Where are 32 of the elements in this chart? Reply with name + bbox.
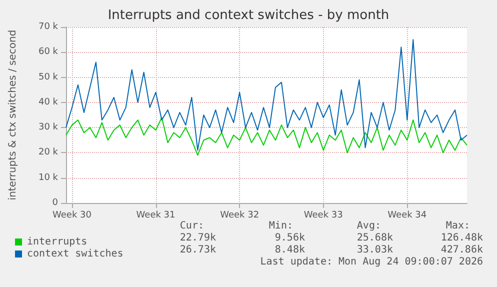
text: 9.56k: [274, 232, 305, 244]
y-tick-label: 30 k: [38, 122, 59, 133]
line-series: [66, 117, 468, 156]
line-series: [66, 39, 468, 151]
text: 8.48k: [274, 244, 305, 256]
text: Min:: [268, 220, 293, 232]
text: Avg:: [356, 220, 381, 232]
text: 25.68k: [356, 232, 393, 244]
y-axis-title: interrupts & ctx switches / second: [8, 30, 18, 200]
text: Max:: [446, 220, 470, 232]
x-tick-label: Week 32: [220, 210, 260, 220]
y-tick-label: 40 k: [38, 97, 59, 108]
text: 26.73k: [180, 244, 216, 256]
text: 22.79k: [180, 232, 216, 244]
legend-label: context switches: [27, 248, 124, 260]
text: 427.86k: [440, 244, 483, 256]
x-tick-label: Week 30: [52, 210, 92, 220]
text: Cur:: [180, 220, 204, 232]
legend-label: interrupts: [27, 236, 88, 248]
y-tick-label: 50 k: [38, 72, 59, 82]
y-tick-label: 20 k: [38, 148, 59, 158]
y-tick-label: 60 k: [38, 47, 59, 58]
x-tick-label: Week 34: [388, 210, 427, 220]
y-tick-label: 10 k: [38, 172, 59, 183]
x-tick-label: Week 31: [136, 210, 176, 220]
text: 33.03k: [356, 244, 393, 256]
x-tick-label: Week 33: [304, 210, 343, 220]
text: 126.48k: [440, 232, 483, 244]
y-tick-label: 70 k: [38, 22, 59, 32]
y-tick-label: 0: [52, 198, 58, 208]
text: Last update: Mon Aug 24 09:00:07 2026: [260, 256, 484, 268]
chart-title: Interrupts and context switches - by month: [108, 8, 390, 23]
